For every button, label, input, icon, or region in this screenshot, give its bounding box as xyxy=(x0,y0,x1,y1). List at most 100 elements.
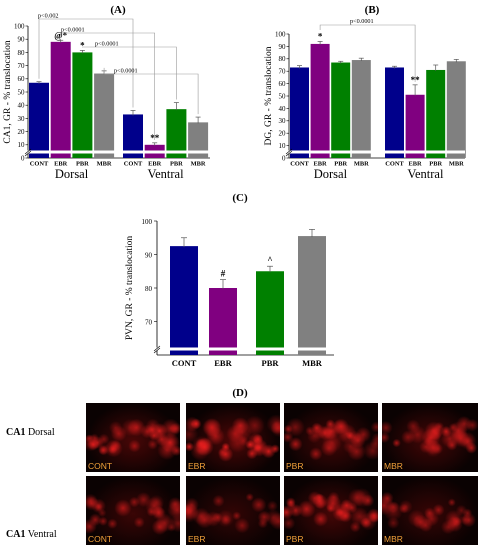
y-tick-label: 0 xyxy=(21,154,25,162)
axis-break-mark xyxy=(285,148,293,155)
bar xyxy=(405,94,425,158)
category-label: CONT xyxy=(124,161,143,168)
micrograph-row-label: CA1 Ventral xyxy=(6,529,57,540)
region-label: CA1 xyxy=(6,427,26,438)
category-label: EBR xyxy=(54,161,68,168)
group-label: Dorsal xyxy=(314,167,348,181)
y-tick-label: 30 xyxy=(279,117,287,125)
bar xyxy=(188,122,209,158)
category-label: MBR xyxy=(449,161,464,168)
axis-break-stripe xyxy=(27,150,210,154)
micrograph-image: PBR xyxy=(284,476,378,545)
y-tick-label: 0 xyxy=(282,154,286,162)
chart-panel-a: 0 10 20 30 40 50 60 70 80 90 100 CA1, GR - % transl… xyxy=(3,13,210,181)
y-tick-label: 70 xyxy=(18,62,26,70)
y-tick-label: 10 xyxy=(279,142,287,150)
micrograph-image: CONT xyxy=(86,476,180,545)
category-label: PBR xyxy=(76,161,89,168)
comparison-label: p<0.0001 xyxy=(95,41,119,48)
bar xyxy=(310,43,330,158)
bar xyxy=(29,82,49,158)
category-label: MBR xyxy=(191,161,206,168)
category-label: CONT xyxy=(385,161,404,168)
category-label: PBR xyxy=(334,161,347,168)
category-label: PBR xyxy=(262,358,280,368)
micrograph-condition-label: EBR xyxy=(188,534,206,544)
y-axis-title: DG, GR - % translocation xyxy=(264,46,274,145)
y-tick-label: 50 xyxy=(279,92,287,100)
significance-mark: * xyxy=(80,40,85,50)
y-tick-label: 60 xyxy=(279,80,287,88)
micrograph-image: EBR xyxy=(186,476,280,545)
region-label: CA1 xyxy=(6,529,26,540)
micrograph-image: MBR xyxy=(382,403,478,472)
group-label: Dorsal xyxy=(55,167,89,181)
y-tick-label: 100 xyxy=(14,22,25,30)
category-label: CONT xyxy=(30,161,49,168)
axis-break-mark xyxy=(24,148,32,155)
bar xyxy=(123,114,143,158)
section-label: Ventral xyxy=(25,529,57,540)
bar xyxy=(94,73,115,158)
comparison-bracket xyxy=(103,67,199,115)
bar xyxy=(426,69,446,158)
category-label: CONT xyxy=(172,358,197,368)
bar xyxy=(256,271,284,355)
significance-mark: * xyxy=(318,31,323,41)
bar xyxy=(298,236,326,355)
significance-mark: ^ xyxy=(267,255,272,265)
category-label: MBR xyxy=(302,358,323,368)
category-label: MBR xyxy=(354,161,369,168)
group-label: Ventral xyxy=(407,167,444,181)
bar xyxy=(209,288,237,355)
axis-break-mark xyxy=(153,345,161,352)
category-label: PBR xyxy=(170,161,183,168)
chart-panel-c: 70 80 90 100 PVN, GR - % translocation CONT # E… xyxy=(125,218,334,368)
micrograph-condition-label: EBR xyxy=(188,461,206,471)
panel-label-a: (A) xyxy=(110,4,126,16)
category-label: EBR xyxy=(314,161,328,168)
section-label: Dorsal xyxy=(25,427,55,438)
category-label: EBR xyxy=(148,161,162,168)
bar xyxy=(50,41,71,159)
bar xyxy=(385,67,404,158)
category-label: EBR xyxy=(409,161,423,168)
y-tick-label: 70 xyxy=(279,68,287,76)
y-tick-label: 80 xyxy=(279,55,287,63)
y-tick-label: 90 xyxy=(145,252,153,260)
axis-break-mark xyxy=(153,347,161,354)
y-tick-label: 80 xyxy=(18,49,26,57)
comparison-label: p<0.0001 xyxy=(350,18,374,25)
y-tick-label: 90 xyxy=(18,36,26,44)
panel-label-c: (C) xyxy=(232,192,248,204)
comparison-bracket xyxy=(319,24,416,82)
comparison-bracket xyxy=(38,18,134,108)
micrograph-condition-label: MBR xyxy=(384,534,403,544)
y-tick-label: 100 xyxy=(275,30,286,38)
micrograph-condition-label: MBR xyxy=(384,461,403,471)
significance-mark: # xyxy=(221,269,226,279)
axis-break-stripe xyxy=(156,347,334,351)
y-tick-label: 50 xyxy=(18,88,26,96)
micrograph-condition-label: PBR xyxy=(286,461,304,471)
panel-label-b: (B) xyxy=(365,4,380,16)
axis-break-stripe xyxy=(288,150,465,154)
category-label: CONT xyxy=(290,161,309,168)
micrograph-image: CONT xyxy=(86,403,180,472)
axis-break-mark xyxy=(24,150,32,157)
comparison-label: p<0.002 xyxy=(38,13,59,20)
bar xyxy=(446,61,466,158)
micrograph-image: EBR xyxy=(186,403,280,472)
group-label: Ventral xyxy=(147,167,184,181)
micrograph-condition-label: PBR xyxy=(286,534,304,544)
micrograph-condition-label: CONT xyxy=(88,461,113,471)
y-axis-title: PVN, GR - % translocation xyxy=(125,236,135,340)
bar xyxy=(72,52,93,158)
y-tick-label: 40 xyxy=(279,105,287,113)
y-tick-label: 100 xyxy=(142,218,153,226)
micrograph-image: MBR xyxy=(382,476,478,545)
bar xyxy=(290,67,309,158)
bar xyxy=(351,60,371,158)
y-tick-label: 60 xyxy=(18,75,26,83)
